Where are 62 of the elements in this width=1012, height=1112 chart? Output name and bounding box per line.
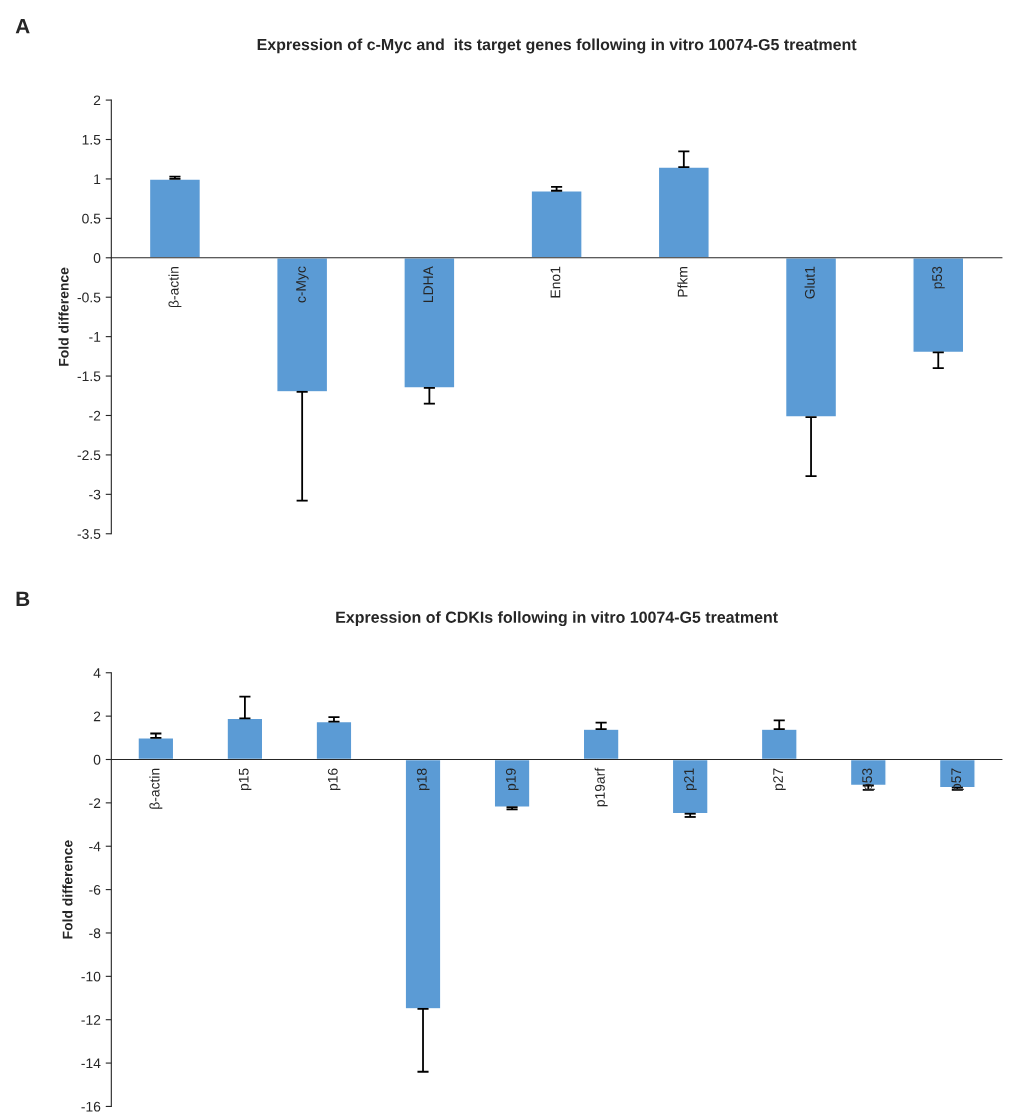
y-tick-label: -0.5 bbox=[77, 292, 101, 303]
bar bbox=[530, 190, 583, 259]
x-tick-label: β-actin bbox=[149, 768, 163, 809]
text: A bbox=[15, 19, 30, 34]
y-tick-label: 0.5 bbox=[82, 213, 101, 224]
x-tick-label: p18 bbox=[416, 768, 430, 791]
bar bbox=[760, 728, 798, 761]
y-tick-label: -8 bbox=[89, 928, 101, 939]
bar bbox=[137, 737, 175, 761]
y-tick-label: 1.5 bbox=[82, 134, 101, 145]
x-tick-label: p19 bbox=[505, 768, 519, 791]
y-tick-label: 1 bbox=[94, 174, 101, 184]
bar bbox=[938, 758, 976, 789]
x-tick-label: Pfkm bbox=[677, 267, 688, 297]
chart-title: Expression of c-Myc and its target genes following in vitro 10074-G5 treatment bbox=[257, 38, 857, 54]
y-tick-label: -10 bbox=[81, 971, 101, 982]
y-axis-title: Fold difference bbox=[58, 267, 69, 366]
bar bbox=[403, 257, 456, 389]
bar bbox=[657, 166, 710, 259]
y-tick-label: -16 bbox=[81, 1101, 101, 1112]
y-tick-label: -3 bbox=[89, 489, 101, 500]
x-tick-label: p53 bbox=[932, 266, 945, 289]
y-tick-label: 0 bbox=[93, 754, 101, 765]
bar bbox=[315, 720, 353, 761]
bar bbox=[784, 257, 838, 418]
y-tick-label: -14 bbox=[81, 1058, 101, 1069]
y-tick-label: -2 bbox=[89, 798, 101, 808]
bar bbox=[493, 758, 531, 808]
chart-title: Expression of CDKIs following in vitro 10074-G5 treatment bbox=[336, 611, 778, 627]
bar bbox=[582, 728, 620, 761]
y-tick-label: -1 bbox=[89, 332, 101, 342]
x-tick-label: Eno1 bbox=[550, 266, 561, 298]
y-tick-label: -4 bbox=[89, 841, 101, 852]
y-tick-label: -6 bbox=[89, 884, 101, 895]
y-tick-label: 4 bbox=[93, 668, 101, 678]
y-axis-title: Fold difference bbox=[62, 840, 73, 939]
y-tick-label: -3.5 bbox=[77, 529, 101, 539]
x-tick-label: c-Myc bbox=[296, 266, 309, 303]
y-tick-label: 2 bbox=[93, 711, 101, 722]
y-tick-label: -2.5 bbox=[77, 450, 101, 461]
y-tick-label: -2 bbox=[89, 410, 101, 421]
bar bbox=[276, 257, 329, 393]
text: B bbox=[16, 591, 30, 607]
x-tick-label: LDHA bbox=[423, 266, 433, 303]
bar bbox=[226, 717, 264, 761]
x-tick-label: p27 bbox=[773, 768, 786, 791]
x-tick-label: p19arf bbox=[594, 767, 608, 807]
x-tick-label: p15 bbox=[238, 768, 252, 791]
y-tick-label: -1.5 bbox=[77, 371, 101, 382]
y-tick-label: -12 bbox=[81, 1015, 101, 1025]
x-tick-label: β-actin bbox=[168, 267, 182, 308]
bar bbox=[671, 758, 709, 815]
x-tick-label: p21 bbox=[684, 768, 697, 791]
x-tick-label: p57 bbox=[951, 768, 964, 791]
x-tick-label: p16 bbox=[327, 768, 341, 791]
bar bbox=[912, 257, 965, 354]
x-tick-label: p53 bbox=[862, 768, 875, 791]
x-tick-label: Glut1 bbox=[804, 266, 815, 299]
y-tick-label: 0 bbox=[93, 253, 101, 263]
bar bbox=[148, 178, 202, 259]
y-tick-label: 2 bbox=[93, 95, 101, 106]
bar bbox=[404, 758, 442, 1010]
